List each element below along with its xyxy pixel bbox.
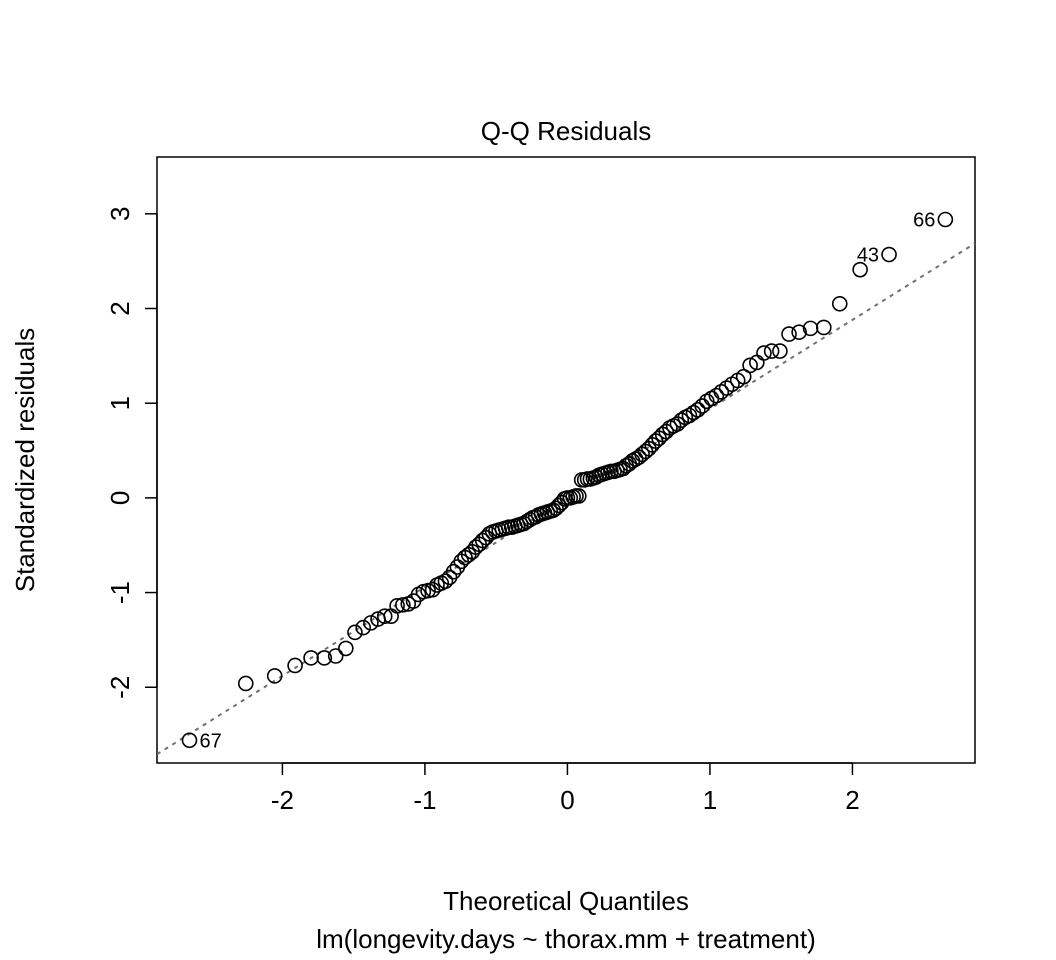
data-point	[389, 598, 405, 614]
data-point	[181, 732, 198, 749]
data-point	[708, 387, 725, 404]
data-point	[763, 343, 780, 359]
y-tick-label: 1	[105, 396, 135, 410]
data-point	[756, 345, 772, 361]
x-tick-label: 0	[560, 785, 574, 815]
data-point	[681, 407, 698, 424]
data-point	[742, 357, 758, 374]
data-point	[338, 640, 354, 657]
data-point	[772, 343, 788, 359]
point-labels: 67 43 66	[199, 209, 935, 752]
data-point	[852, 261, 868, 278]
data-point	[363, 615, 379, 631]
y-axis: -2 -1 0 1 2 3	[105, 207, 158, 699]
points	[181, 211, 954, 749]
reference-line	[157, 242, 975, 756]
data-point	[937, 211, 954, 228]
point-label: 66	[913, 209, 935, 231]
data-point	[694, 398, 711, 414]
chart-subtitle: lm(longevity.days ~ thorax.mm + treatmen…	[316, 924, 815, 954]
data-point	[548, 500, 564, 517]
data-point	[571, 488, 587, 504]
x-tick-label: -2	[271, 785, 294, 815]
data-point	[815, 319, 832, 336]
data-point	[791, 324, 807, 340]
point-label: 43	[857, 245, 879, 267]
data-point	[347, 624, 363, 641]
data-point	[237, 675, 254, 692]
data-point	[316, 650, 333, 666]
data-point	[690, 402, 706, 418]
x-axis: -2 -1 0 1 2	[271, 762, 860, 815]
y-axis-label: Standardized residuals	[10, 328, 40, 593]
x-tick-label: 2	[845, 785, 859, 815]
data-point	[673, 412, 690, 429]
y-tick-label: 3	[105, 207, 135, 221]
chart-title: Q-Q Residuals	[481, 116, 652, 146]
y-tick-label: -1	[105, 581, 135, 604]
data-point	[376, 608, 393, 625]
data-point	[781, 326, 797, 342]
data-point	[831, 295, 848, 312]
data-point	[881, 246, 897, 263]
data-point	[355, 619, 372, 636]
data-point	[266, 668, 283, 684]
x-tick-label: 1	[703, 785, 717, 815]
data-point	[287, 657, 303, 674]
y-tick-label: 2	[105, 301, 135, 315]
data-point	[327, 648, 344, 664]
data-point	[437, 573, 454, 590]
data-point	[395, 597, 411, 613]
data-point	[445, 563, 462, 580]
y-tick-label: -2	[105, 676, 135, 699]
data-point	[713, 384, 730, 400]
point-label: 67	[199, 730, 221, 752]
x-axis-label: Theoretical Quantiles	[443, 886, 689, 916]
x-tick-label: -1	[413, 785, 436, 815]
y-tick-label: 0	[105, 491, 135, 505]
